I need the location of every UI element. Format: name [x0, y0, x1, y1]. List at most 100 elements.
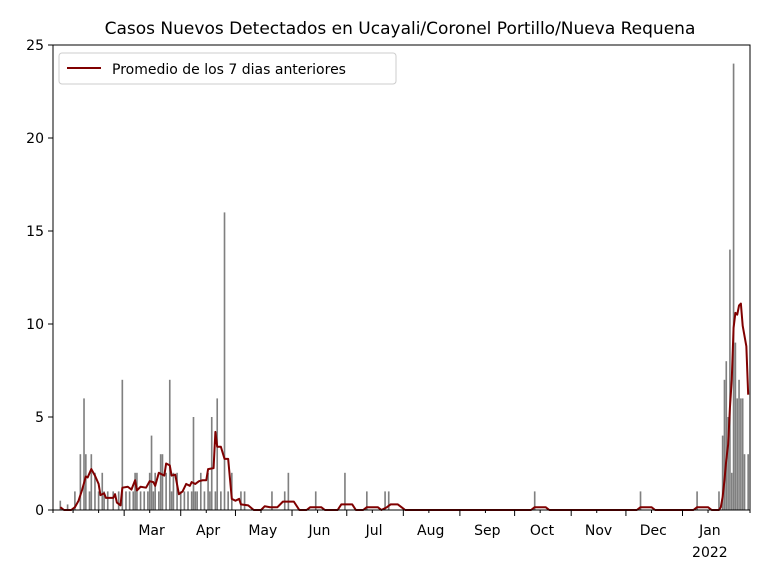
bar — [150, 435, 153, 510]
bar — [196, 491, 198, 510]
bar — [172, 472, 175, 510]
bar — [723, 379, 726, 510]
bar — [121, 379, 124, 510]
y-tick-label: 10 — [26, 317, 44, 333]
x-tick-label: Sep — [474, 523, 501, 539]
bar — [727, 417, 729, 510]
bar — [161, 454, 164, 510]
bar — [384, 491, 386, 510]
x-tick-label: Oct — [530, 523, 555, 539]
bar — [66, 504, 69, 510]
bar — [227, 491, 229, 510]
bar — [103, 491, 105, 510]
bar — [59, 500, 62, 510]
bar — [207, 472, 209, 510]
bar — [168, 379, 171, 510]
bar — [214, 491, 217, 510]
bar — [210, 417, 213, 510]
bar — [190, 491, 193, 510]
bar — [741, 398, 744, 510]
bar — [199, 472, 202, 510]
bar — [366, 491, 368, 510]
bar — [729, 249, 731, 510]
bar — [747, 454, 749, 510]
bar — [148, 472, 151, 510]
bar — [165, 472, 167, 510]
y-tick-label: 15 — [26, 224, 44, 240]
bar — [203, 491, 206, 510]
bar — [216, 398, 219, 510]
legend-box — [58, 52, 397, 85]
chart-title: Casos Nuevos Detectados en Ucayali/Coron… — [105, 19, 696, 39]
legend-label: Promedio de los 7 dias anteriores — [112, 62, 346, 78]
line-layer — [59, 302, 750, 511]
plot-frame — [52, 44, 751, 511]
bar — [179, 491, 182, 510]
bar — [287, 472, 290, 510]
y-tick-label: 5 — [35, 410, 44, 426]
bar — [743, 454, 746, 510]
bar — [187, 491, 189, 510]
bar — [738, 379, 740, 510]
x-tick-label: Apr — [196, 523, 220, 539]
bar — [159, 454, 162, 510]
bar — [732, 63, 735, 510]
bar — [139, 491, 142, 510]
x-tick-sublabel: 2022 — [692, 545, 728, 561]
x-tick-label: Aug — [417, 523, 444, 539]
bar — [696, 491, 698, 510]
bars-layer — [59, 63, 749, 510]
y-tick-label: 20 — [26, 131, 44, 147]
bar — [117, 491, 120, 510]
bar — [158, 491, 160, 510]
axes-layer: 0 5 10 15 20 25 Mar Apr May Jun Jul Aug Sep Oct Nov Dec… — [26, 38, 751, 561]
bar — [314, 491, 317, 510]
x-tick-label: Mar — [138, 523, 165, 539]
bar — [74, 491, 76, 510]
bar — [128, 491, 131, 510]
bar — [183, 491, 186, 510]
bar — [112, 491, 115, 510]
bar — [240, 491, 242, 510]
bar — [143, 491, 146, 510]
x-tick-label: May — [248, 523, 277, 539]
moving-average-line — [59, 302, 750, 511]
bar — [170, 491, 173, 510]
x-tick-label: Jan — [698, 523, 721, 539]
bar — [147, 491, 149, 510]
legend: Promedio de los 7 dias anteriores — [58, 52, 397, 85]
bar — [730, 472, 733, 510]
bar — [97, 491, 100, 510]
bar — [132, 491, 135, 510]
bar — [271, 491, 273, 510]
bar — [79, 454, 82, 510]
bar — [154, 472, 156, 510]
bar — [387, 491, 390, 510]
bar — [83, 398, 85, 510]
x-tick-label: Jun — [307, 523, 330, 539]
bar — [106, 491, 109, 510]
bar — [101, 472, 104, 510]
bar — [725, 361, 728, 510]
x-tick-label: Dec — [640, 523, 667, 539]
bar — [220, 491, 222, 510]
bar — [90, 454, 93, 510]
bar — [152, 491, 155, 510]
bar — [194, 491, 197, 510]
bar — [639, 491, 642, 510]
bar — [736, 398, 739, 510]
bar — [243, 491, 246, 510]
bar — [718, 491, 720, 510]
bar — [344, 472, 346, 510]
bar — [88, 491, 91, 510]
y-tick-label: 25 — [26, 38, 44, 54]
bar — [176, 472, 178, 510]
bar — [134, 472, 136, 510]
x-tick-label: Jul — [365, 523, 383, 539]
y-tick-label: 0 — [35, 503, 44, 519]
bar — [740, 398, 742, 510]
bar — [85, 454, 87, 510]
bar — [734, 342, 737, 510]
